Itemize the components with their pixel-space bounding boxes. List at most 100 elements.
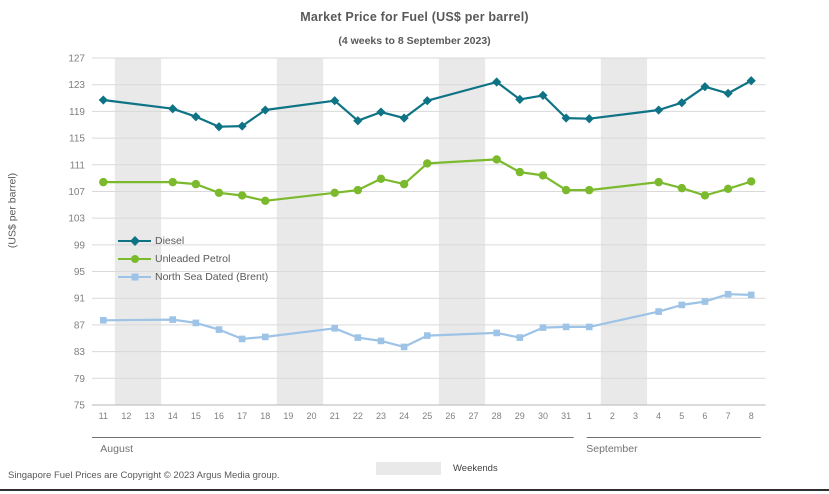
brent-marker xyxy=(585,323,593,331)
unleaded-petrol-marker xyxy=(399,179,409,189)
brent-marker xyxy=(100,316,107,324)
brent-marker xyxy=(539,324,547,331)
unleaded-petrol-marker xyxy=(168,177,177,187)
x-tick-label: 24 xyxy=(399,411,409,421)
unleaded-petrol-marker xyxy=(353,185,363,195)
y-tick-label: 115 xyxy=(69,134,85,145)
diesel-marker xyxy=(492,77,502,87)
x-tick-label: 4 xyxy=(656,411,661,421)
brent-marker xyxy=(354,334,362,341)
x-tick-label: 13 xyxy=(145,411,155,421)
brent-marker xyxy=(169,316,177,323)
brent-marker xyxy=(493,329,500,337)
diesel-marker xyxy=(376,107,386,117)
x-tick-label: 5 xyxy=(679,411,684,421)
diesel-marker xyxy=(422,96,432,106)
chart-subtitle: (4 weeks to 8 September 2023) xyxy=(338,35,491,47)
brent-marker xyxy=(747,291,755,299)
x-tick-label: 8 xyxy=(749,411,754,421)
y-tick-label: 103 xyxy=(68,214,85,225)
x-tick-label: 12 xyxy=(121,411,131,421)
brent-marker xyxy=(701,298,709,305)
diesel-marker xyxy=(700,82,710,92)
diesel-line-sample-icon xyxy=(118,236,151,246)
unleaded-petrol-marker xyxy=(677,183,686,193)
diesel-marker xyxy=(399,113,409,123)
brent-line-sample-icon xyxy=(118,272,151,282)
brent-marker xyxy=(678,301,686,309)
weekend-band xyxy=(438,58,486,405)
bottom-divider xyxy=(0,489,829,491)
unleaded-petrol-marker xyxy=(561,185,571,195)
brent-marker xyxy=(238,335,246,343)
legend-item-unleaded-petrol: Unleaded Petrol xyxy=(118,250,268,268)
month-label: September xyxy=(586,443,638,455)
x-tick-label: 30 xyxy=(538,411,548,421)
x-tick-label: 14 xyxy=(168,411,178,421)
brent-line xyxy=(102,293,753,348)
x-tick-label: 21 xyxy=(330,411,340,421)
brent-marker xyxy=(331,324,338,332)
legend-item-diesel: Diesel xyxy=(118,232,268,250)
diesel-marker xyxy=(353,116,363,126)
diesel-marker xyxy=(515,94,525,104)
brent-marker xyxy=(516,334,524,341)
y-tick-label: 99 xyxy=(74,240,86,251)
x-tick-label: 31 xyxy=(561,411,571,421)
brent-marker xyxy=(215,326,223,333)
y-tick-label: 107 xyxy=(68,187,85,198)
brent-marker xyxy=(423,332,431,339)
diesel-marker xyxy=(237,121,247,131)
legend-label-unleaded-petrol: Unleaded Petrol xyxy=(155,253,231,265)
brent-marker xyxy=(562,323,570,331)
weekend-band xyxy=(600,58,648,405)
unleaded-petrol-marker xyxy=(585,185,594,195)
brent-marker xyxy=(400,343,408,351)
x-tick-label: 25 xyxy=(422,411,432,421)
chart-title: Market Price for Fuel (US$ per barrel) xyxy=(300,10,529,24)
unleaded-petrol-marker xyxy=(330,188,339,197)
y-tick-label: 123 xyxy=(68,80,85,91)
x-tick-label: 7 xyxy=(726,411,731,421)
diesel-marker xyxy=(677,98,687,108)
weekend-band xyxy=(114,58,162,405)
diesel-marker xyxy=(746,76,756,86)
brent-marker xyxy=(724,290,732,298)
x-tick-label: 20 xyxy=(307,411,317,421)
diesel-marker xyxy=(654,105,664,115)
legend-item-brent: North Sea Dated (Brent) xyxy=(118,268,268,286)
x-tick-label: 29 xyxy=(515,411,525,421)
x-tick-label: 22 xyxy=(353,411,363,421)
y-tick-label: 95 xyxy=(74,267,86,278)
unleaded-petrol-marker xyxy=(261,196,270,206)
x-tick-label: 23 xyxy=(376,411,386,421)
diesel-marker xyxy=(561,113,571,123)
brent-marker xyxy=(655,308,662,315)
diesel-marker xyxy=(98,95,108,105)
x-tick-label: 15 xyxy=(191,411,201,421)
unleaded-petrol-marker xyxy=(747,177,756,186)
unleaded-petrol-marker xyxy=(723,184,733,193)
y-tick-label: 127 xyxy=(68,54,85,65)
unleaded-petrol-marker xyxy=(237,191,247,200)
weekends-label: Weekends xyxy=(453,463,498,474)
x-tick-label: 1 xyxy=(587,411,592,421)
diesel-marker xyxy=(723,88,733,98)
chart-legend: Diesel Unleaded Petrol North Sea Dated (… xyxy=(118,232,268,286)
x-tick-label: 26 xyxy=(445,411,455,421)
diesel-marker xyxy=(191,112,201,122)
x-tick-label: 3 xyxy=(633,411,638,421)
weekend-swatch-icon xyxy=(376,462,441,475)
month-label: August xyxy=(100,443,133,455)
diesel-marker xyxy=(214,122,224,132)
x-tick-label: 11 xyxy=(99,411,108,421)
diesel-marker xyxy=(330,96,340,106)
x-tick-label: 19 xyxy=(283,411,293,421)
legend-label-diesel: Diesel xyxy=(155,235,185,247)
x-tick-label: 6 xyxy=(702,411,707,421)
y-tick-label: 83 xyxy=(74,347,86,358)
y-tick-label: 91 xyxy=(74,294,86,305)
legend-label-brent: North Sea Dated (Brent) xyxy=(155,271,269,283)
copyright-footer: Singapore Fuel Prices are Copyright © 20… xyxy=(8,470,280,481)
